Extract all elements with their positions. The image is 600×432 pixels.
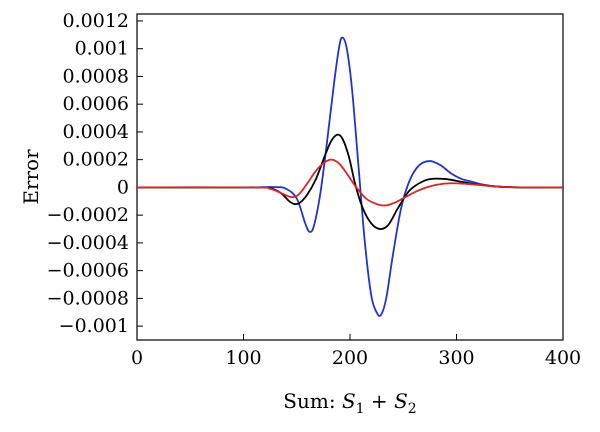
y-tick-label: 0.0008 (63, 65, 129, 87)
x-tick-label: 300 (438, 347, 474, 369)
x-axis-title: Sum: S1 + S2 (283, 389, 416, 417)
x-tick-label: 200 (332, 347, 368, 369)
y-tick-label: 0.0012 (63, 10, 129, 32)
x-axis-title-s1: S (342, 389, 356, 413)
series-lines (136, 36, 564, 317)
y-tick-label: 0.0006 (63, 93, 129, 115)
x-axis-title-prefix: Sum: (283, 389, 342, 413)
series-line-red (136, 158, 564, 207)
y-tick-label: −0.0004 (47, 232, 129, 254)
y-axis: 0.0012 0.001 0.0008 0.0006 0.0004 0.0002 0 −0.0… (47, 10, 143, 337)
y-tick-label: −0.0008 (47, 287, 129, 309)
x-tick-label: 400 (545, 347, 581, 369)
x-axis-title-sub1: 1 (356, 401, 365, 417)
y-tick-label: −0.001 (59, 315, 129, 337)
x-axis: 0 100 200 300 400 (131, 334, 581, 369)
series-line-black (136, 133, 564, 230)
y-axis-title: Error (19, 149, 43, 205)
x-tick-label: 0 (131, 347, 143, 369)
x-tick-label: 100 (225, 347, 261, 369)
x-axis-title-plus: + (365, 389, 394, 413)
y-tick-label: −0.0002 (47, 204, 129, 226)
y-tick-label: −0.0006 (47, 260, 129, 282)
x-axis-title-s2: S (394, 389, 408, 413)
y-tick-label: 0 (117, 176, 129, 198)
y-tick-label: 0.001 (75, 38, 129, 60)
x-axis-title-sub2: 2 (408, 401, 417, 417)
y-tick-label: 0.0002 (63, 149, 129, 171)
series-line-blue (136, 36, 564, 317)
y-tick-label: 0.0004 (63, 121, 129, 143)
